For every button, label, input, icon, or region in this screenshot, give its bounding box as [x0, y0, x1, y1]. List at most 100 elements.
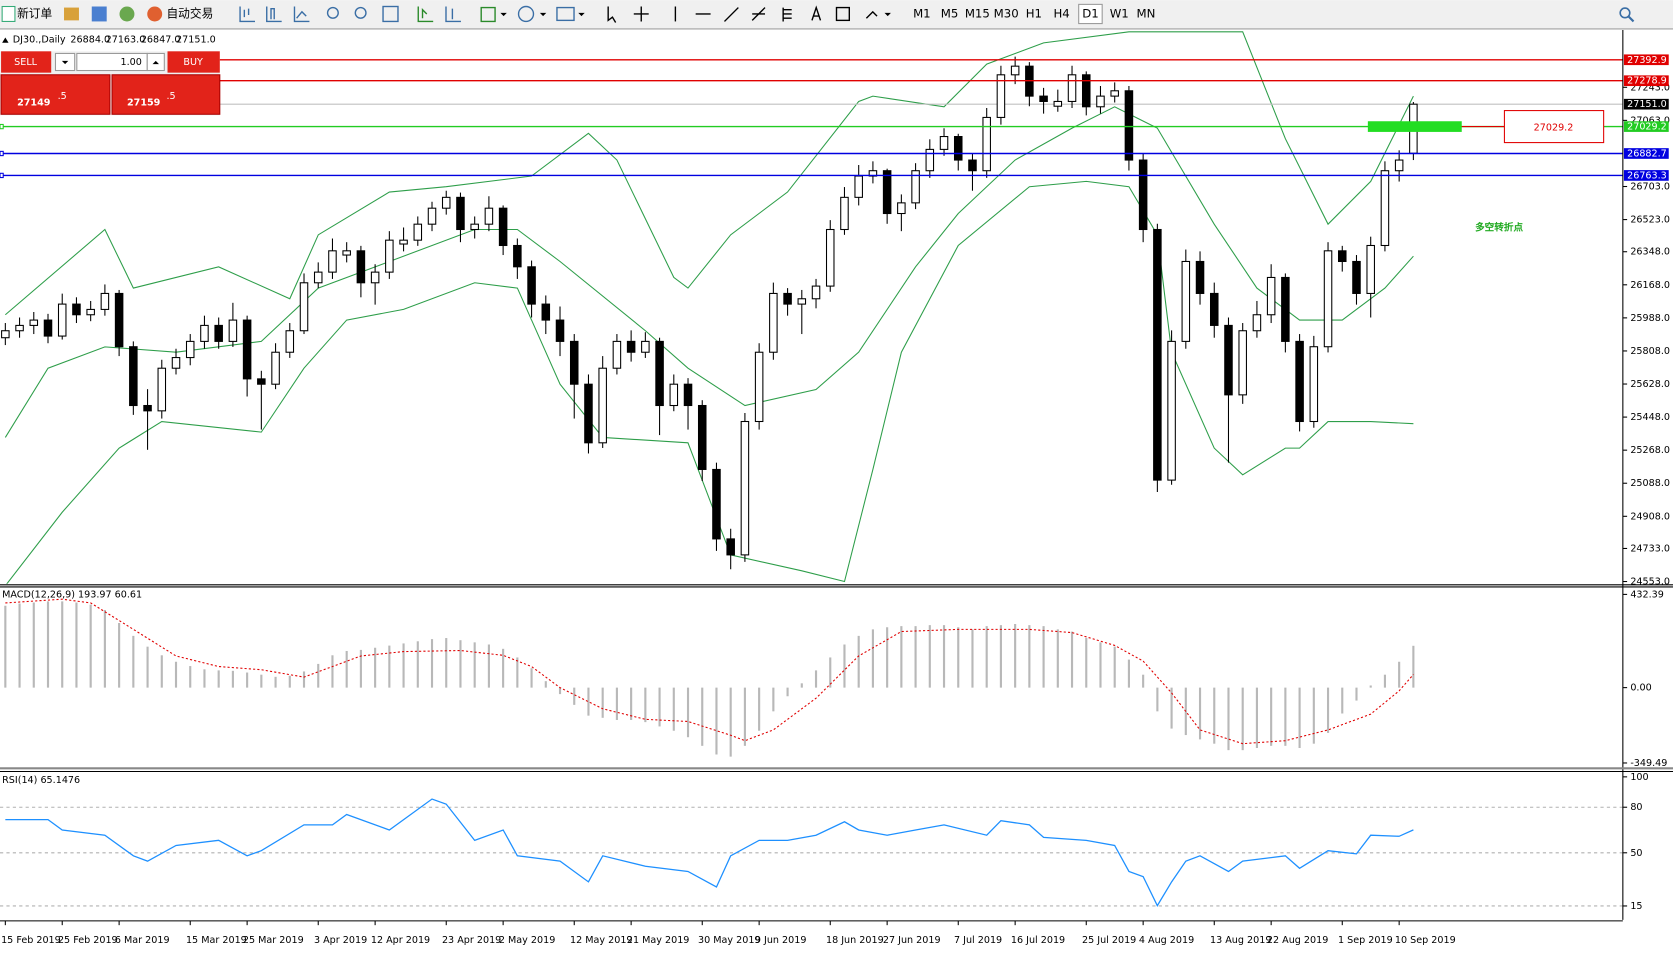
level-tag: [1623, 54, 1669, 66]
new-order-icon[interactable]: [1, 5, 16, 22]
x-tick-label: 2 May 2019: [499, 935, 555, 946]
timeframe-button[interactable]: M1: [913, 6, 931, 20]
candle-body: [1281, 276, 1290, 342]
candle-body: [1167, 340, 1176, 481]
candle-body: [15, 324, 24, 332]
candle-body: [754, 351, 764, 423]
icon[interactable]: [354, 6, 367, 19]
sell-pips[interactable]: .5: [58, 91, 67, 102]
level-tag-label: 26882.7: [1627, 148, 1667, 159]
candle-body: [1238, 330, 1247, 396]
fibo-tool[interactable]: [782, 7, 792, 22]
buy-label[interactable]: BUY: [183, 57, 203, 68]
candle-body: [825, 228, 835, 287]
label-tool[interactable]: [835, 6, 850, 22]
icon[interactable]: [119, 6, 135, 22]
candle-body: [1138, 159, 1148, 231]
icon[interactable]: [293, 6, 310, 23]
trendline-tool[interactable]: [723, 7, 739, 22]
sell-label[interactable]: SELL: [14, 57, 37, 68]
candle-body: [1010, 65, 1020, 76]
candle-body: [86, 308, 95, 316]
auto-trading-button[interactable]: 自动交易: [166, 6, 213, 20]
x-tick-label: 23 Apr 2019: [442, 935, 501, 946]
icon[interactable]: [91, 6, 107, 22]
x-tick-label: 12 Apr 2019: [371, 935, 430, 946]
icon[interactable]: [480, 6, 496, 23]
new-order-button[interactable]: 新订单: [17, 6, 52, 20]
icon[interactable]: [417, 6, 434, 23]
timeframe-button[interactable]: MN: [1136, 6, 1155, 20]
candle-body: [769, 292, 778, 353]
timeframe-button[interactable]: M15: [965, 6, 990, 20]
x-tick-label: 25 Mar 2019: [243, 935, 304, 946]
candle-body: [1209, 292, 1219, 326]
search-icon[interactable]: [1619, 7, 1631, 19]
timeframe-button[interactable]: H1: [1026, 6, 1042, 20]
candle-body: [456, 196, 465, 231]
x-tick-label: 13 Aug 2019: [1210, 935, 1271, 946]
candle-body: [228, 319, 238, 342]
x-tick-label: 18 Jun 2019: [826, 935, 884, 946]
timeframe-button[interactable]: W1: [1110, 6, 1129, 20]
icon[interactable]: [239, 6, 256, 23]
level-tag: [1623, 170, 1669, 181]
timeframe-button[interactable]: M30: [994, 6, 1019, 20]
dropdown[interactable]: [500, 12, 507, 17]
x-tick-label: 15 Mar 2019: [186, 935, 247, 946]
auto-trading-icon[interactable]: [147, 6, 163, 22]
text-tool[interactable]: [811, 5, 822, 21]
buy-price-box[interactable]: [111, 74, 221, 115]
icon[interactable]: [382, 5, 399, 23]
icon[interactable]: [326, 6, 339, 19]
candle-body: [143, 404, 152, 412]
y-tick-label: 24553.0: [1630, 577, 1670, 588]
search-icon-handle: [1627, 15, 1635, 23]
y-tick-label: 25268.0: [1630, 445, 1670, 456]
cursor-tool[interactable]: [607, 6, 617, 23]
dropdown[interactable]: [539, 12, 547, 17]
arrow-tool[interactable]: [865, 10, 878, 19]
buy-button[interactable]: [167, 51, 220, 73]
candle-body: [655, 340, 664, 407]
candle-body: [1124, 90, 1134, 161]
collapse-icon[interactable]: [2, 37, 9, 43]
buy-price[interactable]: 27159: [127, 98, 161, 109]
x-tick-label: 25 Jul 2019: [1082, 935, 1136, 946]
candle-body: [1039, 95, 1048, 102]
highlight-bar: [1367, 121, 1462, 132]
dropdown[interactable]: [578, 12, 585, 17]
y-tick-label: 24733.0: [1630, 543, 1670, 554]
candle-body: [555, 319, 565, 342]
candle-body: [669, 383, 679, 407]
candle-body: [712, 468, 721, 540]
timeframe-button[interactable]: H4: [1053, 6, 1069, 20]
sell-price[interactable]: 27149: [17, 98, 51, 109]
timeframe-button[interactable]: M5: [941, 6, 959, 20]
y-tick-label: 25808.0: [1630, 346, 1670, 357]
candle-body: [441, 196, 451, 209]
crosshair-tool[interactable]: [633, 6, 649, 22]
channel-tool[interactable]: [751, 7, 766, 21]
candle-body: [1337, 250, 1347, 263]
candle-body: [527, 266, 536, 305]
icon[interactable]: [556, 6, 575, 22]
timeframe-button[interactable]: D1: [1082, 6, 1098, 20]
icon[interactable]: [64, 7, 79, 21]
buy-pips[interactable]: .5: [166, 91, 175, 102]
candle-body: [242, 319, 252, 380]
dropdown[interactable]: [884, 12, 891, 17]
y-tick-label: 15: [1630, 901, 1642, 912]
candle-body: [171, 357, 181, 369]
x-tick-label: 3 Apr 2019: [314, 935, 367, 946]
icon[interactable]: [445, 6, 461, 23]
candle-body: [185, 340, 195, 359]
icon[interactable]: [266, 6, 282, 23]
icon[interactable]: [517, 5, 535, 23]
sell-price-box[interactable]: [0, 74, 111, 115]
candle-body: [385, 239, 394, 273]
volume-value[interactable]: 1.00: [121, 57, 142, 68]
sell-button[interactable]: [1, 51, 52, 73]
